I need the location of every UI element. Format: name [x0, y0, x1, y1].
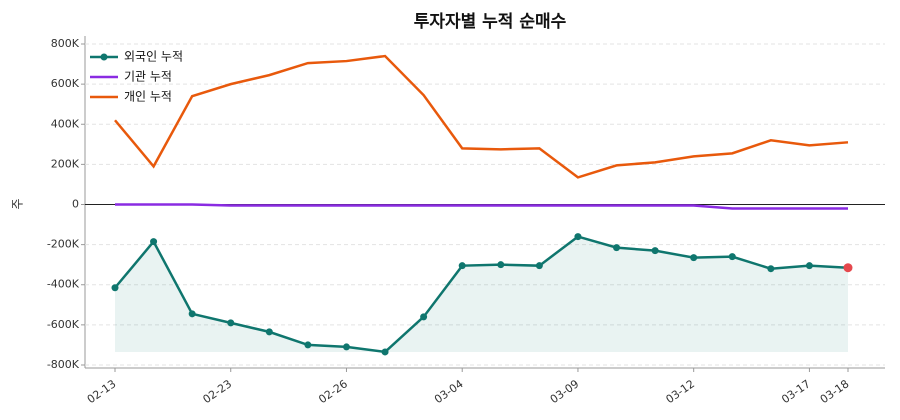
x-tick-label: 03-17 [779, 377, 813, 406]
x-tick-label: 02-23 [201, 377, 235, 406]
line [114, 54, 849, 179]
point [767, 265, 775, 273]
line [115, 203, 848, 210]
point [613, 244, 621, 252]
point [690, 254, 698, 262]
point [111, 284, 119, 292]
point [458, 262, 466, 270]
x-tick-label: 02-13 [85, 377, 119, 406]
y-tick-label: -600K [47, 318, 80, 331]
last-point [843, 263, 853, 273]
x-tick-label: 03-12 [663, 377, 697, 406]
area [115, 236, 848, 352]
legend-marker [100, 53, 108, 61]
point [651, 247, 659, 255]
x-tick-label: 03-18 [818, 377, 852, 406]
x-tick-label: 03-09 [548, 377, 582, 406]
point [497, 261, 505, 269]
point [728, 253, 736, 261]
y-tick-label: 600K [51, 77, 80, 90]
point [805, 262, 813, 270]
x-tick-label: 02-26 [316, 377, 350, 406]
y-tick-label: 400K [51, 117, 80, 130]
x-tick-label: 03-04 [432, 377, 466, 406]
point [188, 310, 196, 318]
y-tick-label: 200K [51, 157, 80, 170]
y-tick-label: 800K [51, 37, 80, 50]
y-tick-label: 0 [72, 198, 79, 211]
point [227, 319, 235, 327]
point [381, 348, 389, 356]
point [342, 343, 350, 351]
y-axis-label: 주 [11, 198, 25, 209]
line [114, 235, 849, 354]
legend-label: 개인 누적 [124, 90, 172, 104]
point [265, 328, 273, 336]
y-tick-label: -200K [47, 238, 80, 251]
point [150, 238, 158, 246]
y-tick-label: -400K [47, 278, 80, 291]
point [535, 262, 543, 270]
legend-label: 기관 누적 [124, 70, 172, 84]
point [574, 233, 582, 241]
point [304, 341, 312, 349]
point [420, 313, 428, 321]
chart-title: 투자자별 누적 순매수 [414, 12, 567, 32]
y-tick-label: -800K [47, 358, 80, 371]
legend-label: 외국인 누적 [124, 50, 183, 64]
